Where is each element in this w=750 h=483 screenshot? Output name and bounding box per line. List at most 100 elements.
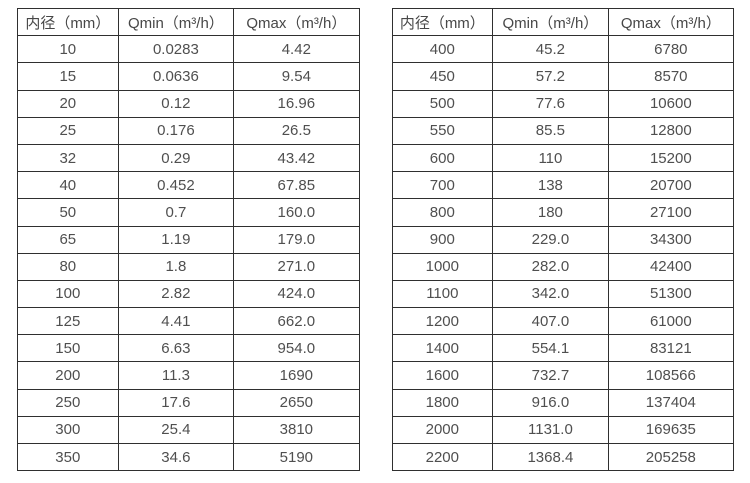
table-cell: 205258 bbox=[607, 442, 735, 472]
table-cell: 51300 bbox=[607, 279, 735, 309]
table-row: 20 0.12 16.96 bbox=[17, 89, 360, 118]
table-cell: 550 bbox=[391, 116, 494, 145]
table-cell: 27100 bbox=[607, 198, 735, 227]
table-row: 25 0.176 26.5 bbox=[17, 116, 360, 145]
table-cell: 160.0 bbox=[233, 198, 360, 227]
table-cell: 26.5 bbox=[233, 116, 360, 145]
table-cell: 1.19 bbox=[117, 225, 235, 254]
table-row: 200 11.3 1690 bbox=[17, 361, 360, 390]
table-cell: 282.0 bbox=[492, 252, 609, 281]
table-cell: 954.0 bbox=[233, 334, 360, 363]
table-row: 10 0.0283 4.42 bbox=[17, 35, 360, 64]
table-cell: 350 bbox=[17, 442, 119, 472]
table-cell: 108566 bbox=[607, 361, 735, 390]
table-cell: 0.0283 bbox=[117, 35, 235, 64]
table-row: 1000 282.0 42400 bbox=[391, 252, 735, 281]
table-row: 550 85.5 12800 bbox=[391, 116, 735, 145]
column-header: Qmin（m³/h） bbox=[492, 7, 609, 37]
table-cell: 137404 bbox=[607, 388, 735, 417]
table-cell: 450 bbox=[391, 62, 494, 91]
table-row: 900 229.0 34300 bbox=[391, 225, 735, 254]
table-cell: 67.85 bbox=[233, 171, 360, 200]
table-cell: 125 bbox=[17, 307, 119, 336]
table-cell: 424.0 bbox=[233, 279, 360, 309]
column-header: Qmax（m³/h） bbox=[607, 7, 735, 37]
table-cell: 85.5 bbox=[492, 116, 609, 145]
table-cell: 0.0636 bbox=[117, 62, 235, 91]
table-cell: 1200 bbox=[391, 307, 494, 336]
table-cell: 8570 bbox=[607, 62, 735, 91]
table-row: 2000 1131.0 169635 bbox=[391, 415, 735, 445]
table-cell: 50 bbox=[17, 198, 119, 227]
table-row: 50 0.7 160.0 bbox=[17, 198, 360, 227]
table-cell: 400 bbox=[391, 35, 494, 64]
table-cell: 200 bbox=[17, 361, 119, 390]
table-cell: 5190 bbox=[233, 442, 360, 472]
table-cell: 916.0 bbox=[492, 388, 609, 417]
column-header: 内径（mm） bbox=[17, 7, 119, 37]
table-cell: 42400 bbox=[607, 252, 735, 281]
table-cell: 61000 bbox=[607, 307, 735, 336]
table-cell: 25 bbox=[17, 116, 119, 145]
header-row: 内径（mm） Qmin（m³/h） Qmax（m³/h） bbox=[391, 7, 735, 37]
table-cell: 271.0 bbox=[233, 252, 360, 281]
table-row: 2200 1368.4 205258 bbox=[391, 442, 735, 472]
table-cell: 2000 bbox=[391, 415, 494, 445]
table-cell: 1131.0 bbox=[492, 415, 609, 445]
table-row: 500 77.6 10600 bbox=[391, 89, 735, 118]
table-cell: 0.12 bbox=[117, 89, 235, 118]
table-cell: 150 bbox=[17, 334, 119, 363]
table-cell: 169635 bbox=[607, 415, 735, 445]
table-row: 1800 916.0 137404 bbox=[391, 388, 735, 417]
table-cell: 229.0 bbox=[492, 225, 609, 254]
table-cell: 32 bbox=[17, 143, 119, 173]
header-row: 内径（mm） Qmin（m³/h） Qmax（m³/h） bbox=[17, 7, 360, 37]
table-row: 15 0.0636 9.54 bbox=[17, 62, 360, 91]
table-cell: 180 bbox=[492, 198, 609, 227]
table-cell: 45.2 bbox=[492, 35, 609, 64]
table-row: 400 45.2 6780 bbox=[391, 35, 735, 64]
table-cell: 250 bbox=[17, 388, 119, 417]
table-cell: 900 bbox=[391, 225, 494, 254]
table-cell: 732.7 bbox=[492, 361, 609, 390]
table-cell: 15200 bbox=[607, 143, 735, 173]
table-row: 1600 732.7 108566 bbox=[391, 361, 735, 390]
table-cell: 6.63 bbox=[117, 334, 235, 363]
table-row: 125 4.41 662.0 bbox=[17, 307, 360, 336]
table-row: 32 0.29 43.42 bbox=[17, 143, 360, 173]
table-cell: 83121 bbox=[607, 334, 735, 363]
table-cell: 300 bbox=[17, 415, 119, 445]
table-cell: 20 bbox=[17, 89, 119, 118]
table-row: 150 6.63 954.0 bbox=[17, 334, 360, 363]
table-cell: 1000 bbox=[391, 252, 494, 281]
table-cell: 17.6 bbox=[117, 388, 235, 417]
table-cell: 11.3 bbox=[117, 361, 235, 390]
table-row: 350 34.6 5190 bbox=[17, 442, 360, 472]
table-row: 450 57.2 8570 bbox=[391, 62, 735, 91]
table-cell: 600 bbox=[391, 143, 494, 173]
table-cell: 2650 bbox=[233, 388, 360, 417]
table-cell: 1800 bbox=[391, 388, 494, 417]
table-cell: 80 bbox=[17, 252, 119, 281]
table-cell: 0.176 bbox=[117, 116, 235, 145]
table-row: 600 110 15200 bbox=[391, 143, 735, 173]
table-row: 1400 554.1 83121 bbox=[391, 334, 735, 363]
table-row: 100 2.82 424.0 bbox=[17, 279, 360, 309]
table-cell: 10 bbox=[17, 35, 119, 64]
table-row: 250 17.6 2650 bbox=[17, 388, 360, 417]
table-cell: 3810 bbox=[233, 415, 360, 445]
table-cell: 43.42 bbox=[233, 143, 360, 173]
table-cell: 800 bbox=[391, 198, 494, 227]
column-header: 内径（mm） bbox=[391, 7, 494, 37]
table-cell: 57.2 bbox=[492, 62, 609, 91]
table-cell: 700 bbox=[391, 171, 494, 200]
table-cell: 10600 bbox=[607, 89, 735, 118]
table-cell: 34.6 bbox=[117, 442, 235, 472]
table-cell: 100 bbox=[17, 279, 119, 309]
table-cell: 1100 bbox=[391, 279, 494, 309]
table-row: 300 25.4 3810 bbox=[17, 415, 360, 445]
table-cell: 65 bbox=[17, 225, 119, 254]
table-cell: 1.8 bbox=[117, 252, 235, 281]
table-row: 800 180 27100 bbox=[391, 198, 735, 227]
